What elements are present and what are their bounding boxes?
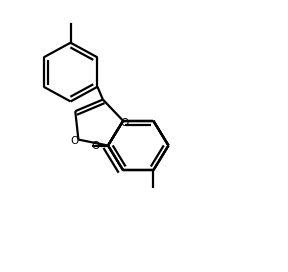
Text: O: O bbox=[120, 118, 129, 128]
Text: O: O bbox=[92, 141, 100, 150]
Text: O: O bbox=[71, 136, 79, 146]
